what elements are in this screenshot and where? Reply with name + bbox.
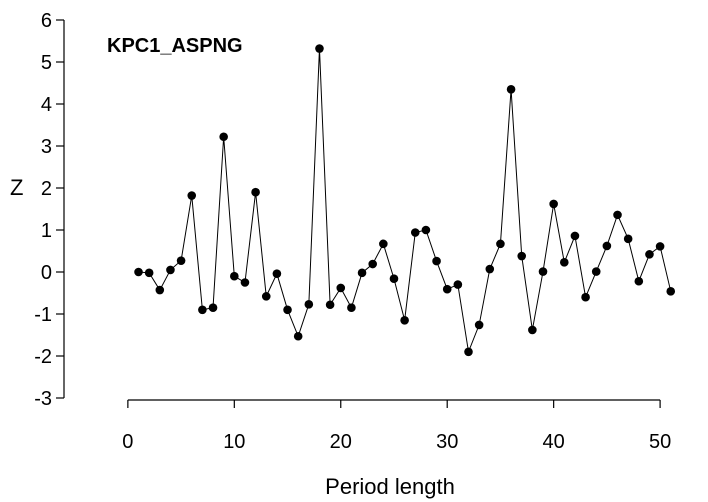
data-point [272, 269, 282, 278]
y-tick-label: 2 [41, 178, 52, 200]
data-point [570, 231, 580, 241]
data-point [634, 276, 644, 286]
data-point [155, 285, 165, 295]
x-tick-label: 30 [436, 431, 458, 453]
data-point [485, 264, 495, 274]
x-tick-label: 40 [543, 431, 565, 453]
data-point [336, 283, 346, 293]
y-tick-label: 3 [41, 136, 52, 158]
x-axis-label: Period length [325, 474, 455, 499]
data-point [240, 278, 250, 287]
data-point [208, 303, 218, 313]
x-tick-label: 10 [223, 431, 245, 453]
data-point [538, 267, 548, 276]
data-point [187, 191, 197, 200]
data-point [357, 268, 367, 278]
data-point [379, 239, 388, 249]
data-point [410, 228, 420, 237]
data-point [389, 274, 399, 284]
data-point [666, 287, 676, 296]
y-axis-ticks: -3 -2 -1 0 1 2 3 4 5 6 [34, 10, 64, 410]
data-point [400, 316, 409, 325]
data-point [602, 241, 612, 251]
data-point [581, 292, 590, 302]
data-point [315, 44, 324, 53]
y-tick-label: -2 [34, 346, 52, 368]
data-point [198, 305, 207, 315]
y-axis-label: Z [10, 175, 23, 200]
data-point [421, 225, 431, 235]
data-point [528, 325, 537, 335]
data-point [166, 265, 175, 275]
data-points [134, 44, 676, 357]
data-point [432, 256, 441, 266]
series-line [138, 48, 672, 354]
y-tick-label: 6 [41, 10, 52, 32]
data-point [176, 256, 186, 265]
data-point [230, 271, 239, 281]
data-point [559, 258, 569, 267]
data-point [613, 210, 622, 220]
data-point [304, 300, 314, 309]
data-point [251, 187, 260, 197]
data-point [453, 280, 463, 289]
x-tick-label: 20 [330, 431, 352, 453]
x-axis-ticks: 0 10 20 30 40 50 [122, 400, 671, 453]
y-tick-label: -3 [34, 388, 52, 410]
y-tick-label: 1 [41, 220, 52, 242]
data-point [496, 239, 505, 249]
data-point [283, 305, 292, 315]
x-tick-label: 0 [122, 431, 133, 453]
data-point [506, 85, 516, 94]
data-point [144, 268, 154, 278]
data-point [591, 267, 601, 276]
data-point [134, 267, 143, 277]
data-point [655, 242, 665, 251]
y-tick-label: 0 [41, 262, 52, 284]
data-point [549, 199, 558, 209]
y-tick-label: -1 [34, 304, 52, 326]
x-tick-label: 50 [649, 431, 671, 453]
data-point [517, 251, 527, 261]
data-point [347, 303, 356, 313]
data-point [474, 320, 484, 330]
data-point [325, 300, 335, 310]
data-point [368, 259, 377, 269]
data-point [293, 331, 303, 341]
data-point [645, 250, 654, 259]
chart-title: KPC1_ASPNG [107, 35, 243, 57]
data-point [464, 347, 473, 357]
data-point [219, 132, 228, 142]
data-point [261, 292, 271, 301]
data-point [623, 234, 633, 244]
y-tick-label: 4 [41, 94, 52, 116]
data-point [442, 284, 452, 294]
y-tick-label: 5 [41, 52, 52, 74]
